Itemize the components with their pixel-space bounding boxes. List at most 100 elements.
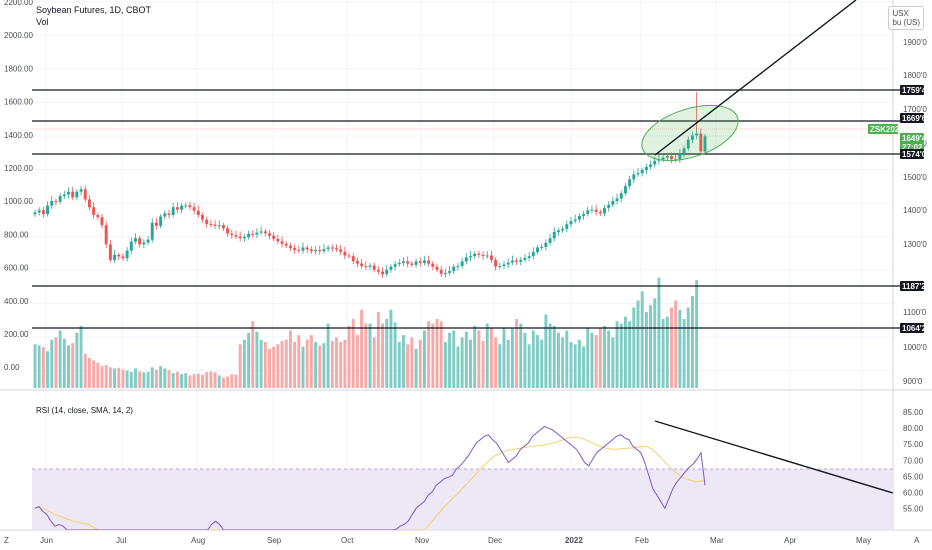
volume-bar — [661, 319, 665, 388]
volume-bar — [632, 307, 636, 388]
candle-body — [364, 266, 368, 268]
volume-bar — [481, 340, 485, 388]
volume-bar — [347, 325, 351, 388]
candle-body — [297, 249, 301, 251]
volume-bar — [150, 367, 154, 388]
volume-bar — [628, 321, 632, 388]
volume-bar — [619, 323, 623, 388]
volume-bar — [280, 340, 284, 388]
volume-bar — [385, 319, 389, 388]
candle-body — [435, 266, 439, 270]
volume-bar — [544, 314, 548, 388]
volume-bar — [125, 370, 129, 388]
volume-bar — [108, 367, 112, 388]
trend-line-up — [654, 0, 857, 156]
candle-body — [464, 257, 468, 262]
volume-bar — [242, 339, 246, 388]
auto-scale-toggle[interactable]: A — [914, 536, 920, 545]
candle-body — [376, 269, 380, 272]
volume-bar — [339, 342, 343, 388]
volume-bar — [670, 307, 673, 388]
volume-bar — [33, 344, 37, 388]
chart-grid — [0, 0, 932, 531]
candle-body — [632, 174, 636, 180]
volume-bar — [636, 300, 640, 388]
volume-bar — [238, 344, 242, 388]
candle-body — [485, 255, 489, 257]
volume-bar — [561, 337, 565, 388]
candle-body — [406, 261, 410, 264]
volume-bar — [540, 339, 544, 388]
volume-bar — [247, 332, 251, 388]
candle-body — [125, 250, 129, 259]
candle-body — [619, 193, 623, 199]
candle-body — [309, 249, 313, 252]
drawing-overlays[interactable] — [635, 0, 857, 171]
candle-body — [142, 242, 146, 245]
volume-bar — [515, 319, 519, 388]
candle-body — [695, 133, 699, 136]
volume-bar — [477, 330, 481, 388]
volume-bar — [62, 338, 66, 388]
candle-body — [594, 209, 598, 212]
candle-body — [171, 207, 175, 215]
candle-body — [121, 256, 125, 259]
volume-bar — [134, 368, 137, 388]
volume-bar — [318, 345, 322, 388]
candle-body — [54, 201, 58, 203]
volume-bar — [406, 344, 410, 388]
candle-body — [146, 239, 150, 243]
candle-body — [138, 238, 142, 245]
unit-selector[interactable]: USX bu (US) — [888, 6, 924, 30]
volume-bar — [201, 374, 204, 388]
rsi-axis-label: 75.00 — [903, 440, 924, 449]
volume-bar — [678, 309, 682, 388]
rsi-indicator-label[interactable]: RSI (14, close, SMA, 14, 2) — [36, 406, 133, 415]
candle-body — [318, 249, 322, 252]
candle-body — [615, 198, 619, 202]
candle-body — [682, 148, 686, 154]
volume-bar — [582, 346, 586, 388]
candle-body — [234, 235, 238, 237]
candle-body — [92, 207, 96, 215]
horizontal-levels[interactable] — [32, 89, 905, 329]
candle-body — [548, 238, 552, 243]
candle-body — [33, 212, 37, 215]
candle-body — [690, 135, 694, 140]
time-axis-label: Apr — [784, 536, 797, 545]
price-candles — [33, 92, 707, 278]
candle-body — [427, 260, 431, 264]
candle-body — [502, 264, 506, 267]
candle-body — [184, 205, 188, 207]
volume-bar — [322, 343, 326, 388]
volume-bar — [276, 344, 280, 388]
candle-body — [339, 249, 343, 252]
candle-body — [87, 199, 91, 208]
volume-bar — [75, 332, 79, 388]
volume-bar — [402, 335, 405, 388]
candle-body — [247, 233, 251, 237]
volume-bar — [598, 328, 602, 388]
candle-body — [129, 241, 133, 251]
candle-body — [134, 238, 137, 242]
volume-bar — [469, 339, 472, 388]
volume-bar — [284, 339, 288, 388]
candle-body — [498, 266, 502, 268]
candle-body — [640, 170, 644, 174]
volume-bar — [213, 372, 217, 388]
price-badge — [868, 124, 898, 134]
volume-bar — [414, 348, 418, 388]
volume-bar — [623, 316, 627, 388]
volume-bar — [87, 358, 91, 388]
price-badge-label: 1064'2 — [902, 324, 927, 333]
candle-body — [188, 205, 192, 208]
candle-body — [561, 228, 565, 231]
candle-body — [226, 228, 230, 234]
price-badge — [900, 323, 924, 333]
timezone-toggle[interactable]: Z — [4, 536, 9, 545]
right-axis-label: 1100'0 — [903, 308, 927, 317]
volume-bar — [653, 298, 657, 388]
volume-bar — [293, 342, 297, 388]
volume-bar — [326, 323, 330, 388]
